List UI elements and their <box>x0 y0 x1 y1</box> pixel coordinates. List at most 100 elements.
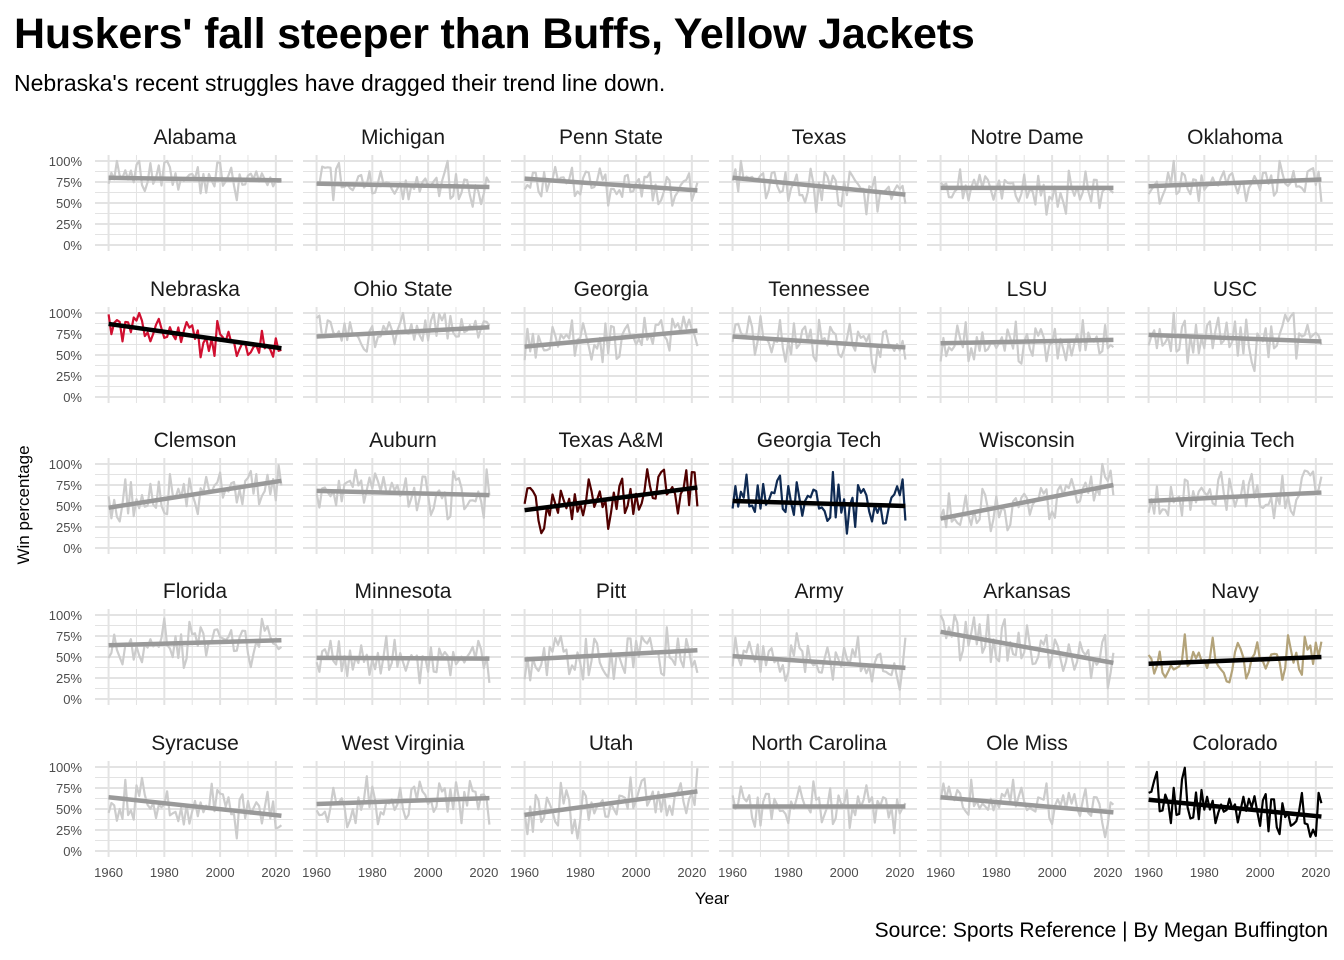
panel-minnesota: Minnesota <box>303 580 501 705</box>
trend-line-syracuse <box>108 795 282 818</box>
panel-title: Oklahoma <box>1187 126 1283 149</box>
panel-title: Syracuse <box>151 732 239 755</box>
y-tick-label: 0% <box>63 844 82 859</box>
panel-pitt: Pitt <box>511 580 709 705</box>
series-line-tennessee <box>731 315 907 374</box>
trend-line-auburn <box>316 488 490 498</box>
y-axis-title: Win percentage <box>14 445 33 564</box>
x-tick-label: 2000 <box>622 865 651 880</box>
trend-line-pitt <box>524 648 698 662</box>
panel-title: West Virginia <box>342 732 465 755</box>
trend-line-virginia-tech <box>1148 490 1322 504</box>
trend-line-lsu <box>940 337 1114 346</box>
panel-west-virginia: 1960 1980 2000 2020 West Virginia <box>302 732 501 880</box>
trend-line-nebraska <box>108 321 282 351</box>
series-line-ohio-state <box>315 311 491 353</box>
series-line-notre-dame <box>939 168 1115 216</box>
chart-title: Huskers' fall steeper than Buffs, Yellow… <box>14 10 975 58</box>
panel-title: Navy <box>1211 580 1259 603</box>
series-line-georgia <box>523 315 699 364</box>
x-tick-label: 2020 <box>1301 865 1330 880</box>
y-tick-label: 25% <box>56 369 82 384</box>
panel-army: Army <box>719 580 917 705</box>
panel-title: Arkansas <box>983 580 1071 603</box>
trend-line-arkansas <box>940 629 1114 666</box>
y-tick-label: 50% <box>56 196 82 211</box>
panel-auburn: Auburn <box>303 429 501 554</box>
x-tick-label: 2000 <box>830 865 859 880</box>
series-line-penn-state <box>523 165 699 207</box>
y-tick-label: 75% <box>56 629 82 644</box>
y-tick-label: 25% <box>56 520 82 535</box>
panel-colorado: 1960 1980 2000 2020 Colorado <box>1134 732 1333 880</box>
y-tick-label: 100% <box>49 608 83 623</box>
trend-line-oklahoma <box>1148 177 1322 189</box>
y-tick-label: 25% <box>56 217 82 232</box>
panel-navy: Navy <box>1135 580 1333 705</box>
panel-title: Ohio State <box>353 278 452 301</box>
panel-title: Colorado <box>1192 732 1277 755</box>
x-tick-label: 1980 <box>982 865 1011 880</box>
series-line-texas <box>731 159 907 216</box>
panel-title: Georgia Tech <box>757 429 882 452</box>
panel-arkansas: Arkansas <box>927 580 1125 705</box>
panel-title: Auburn <box>369 429 437 452</box>
y-tick-label: 75% <box>56 781 82 796</box>
y-tick-label: 0% <box>63 238 82 253</box>
panel-title: Notre Dame <box>970 126 1083 149</box>
panel-title: Florida <box>163 580 228 603</box>
panel-lsu: LSU <box>927 278 1125 403</box>
series-line-pitt <box>523 626 699 682</box>
panel-utah: 1960 1980 2000 2020 Utah <box>510 732 709 880</box>
panel-ohio-state: Ohio State <box>303 278 501 403</box>
series-line-usc <box>1147 311 1323 373</box>
y-tick-label: 50% <box>56 650 82 665</box>
panel-texas-a-m: Texas A&M <box>511 429 709 554</box>
panel-title: Wisconsin <box>979 429 1075 452</box>
x-tick-label: 1980 <box>358 865 387 880</box>
x-tick-label: 1960 <box>926 865 955 880</box>
chart-subtitle: Nebraska's recent struggles have dragged… <box>14 70 666 96</box>
trend-line-ole-miss <box>940 794 1114 815</box>
panel-title: Penn State <box>559 126 663 149</box>
panel-title: Nebraska <box>150 278 240 301</box>
trend-line-west-virginia <box>316 795 490 807</box>
trend-line-clemson <box>108 478 282 510</box>
y-tick-label: 100% <box>49 457 83 472</box>
y-tick-label: 50% <box>56 499 82 514</box>
y-tick-label: 100% <box>49 760 83 775</box>
series-line-arkansas <box>939 613 1115 690</box>
panel-title: Army <box>795 580 844 603</box>
series-line-texas-a-m <box>523 468 699 535</box>
trend-line-texas <box>732 175 906 197</box>
y-tick-label: 50% <box>56 348 82 363</box>
panel-title: Texas A&M <box>558 429 663 452</box>
panel-title: Alabama <box>154 126 237 149</box>
panel-title: Michigan <box>361 126 445 149</box>
y-tick-label: 75% <box>56 175 82 190</box>
series-line-wisconsin <box>939 462 1115 533</box>
trend-line-minnesota <box>316 655 490 661</box>
series-line-colorado <box>1148 766 1323 838</box>
x-tick-label: 1960 <box>510 865 539 880</box>
trend-line-army <box>732 653 906 671</box>
panel-usc: USC <box>1135 278 1333 403</box>
x-tick-label: 1960 <box>94 865 123 880</box>
panel-georgia-tech: Georgia Tech <box>719 429 917 554</box>
x-tick-label: 2020 <box>1093 865 1122 880</box>
panel-title: Minnesota <box>355 580 452 603</box>
x-tick-label: 1980 <box>1190 865 1219 880</box>
panel-north-carolina: 1960 1980 2000 2020 North Carolina <box>718 732 917 880</box>
panel-title: Texas <box>792 126 847 149</box>
panel-georgia: Georgia <box>511 278 709 403</box>
x-tick-label: 2020 <box>885 865 914 880</box>
y-tick-label: 100% <box>49 306 83 321</box>
x-tick-label: 1980 <box>774 865 803 880</box>
series-line-west-virginia <box>315 775 491 829</box>
trend-line-alabama <box>108 175 282 183</box>
trend-line-usc <box>1148 332 1322 344</box>
panel-title: Ole Miss <box>986 732 1068 755</box>
panel-notre-dame: Notre Dame <box>927 126 1125 251</box>
x-tick-label: 1960 <box>718 865 747 880</box>
